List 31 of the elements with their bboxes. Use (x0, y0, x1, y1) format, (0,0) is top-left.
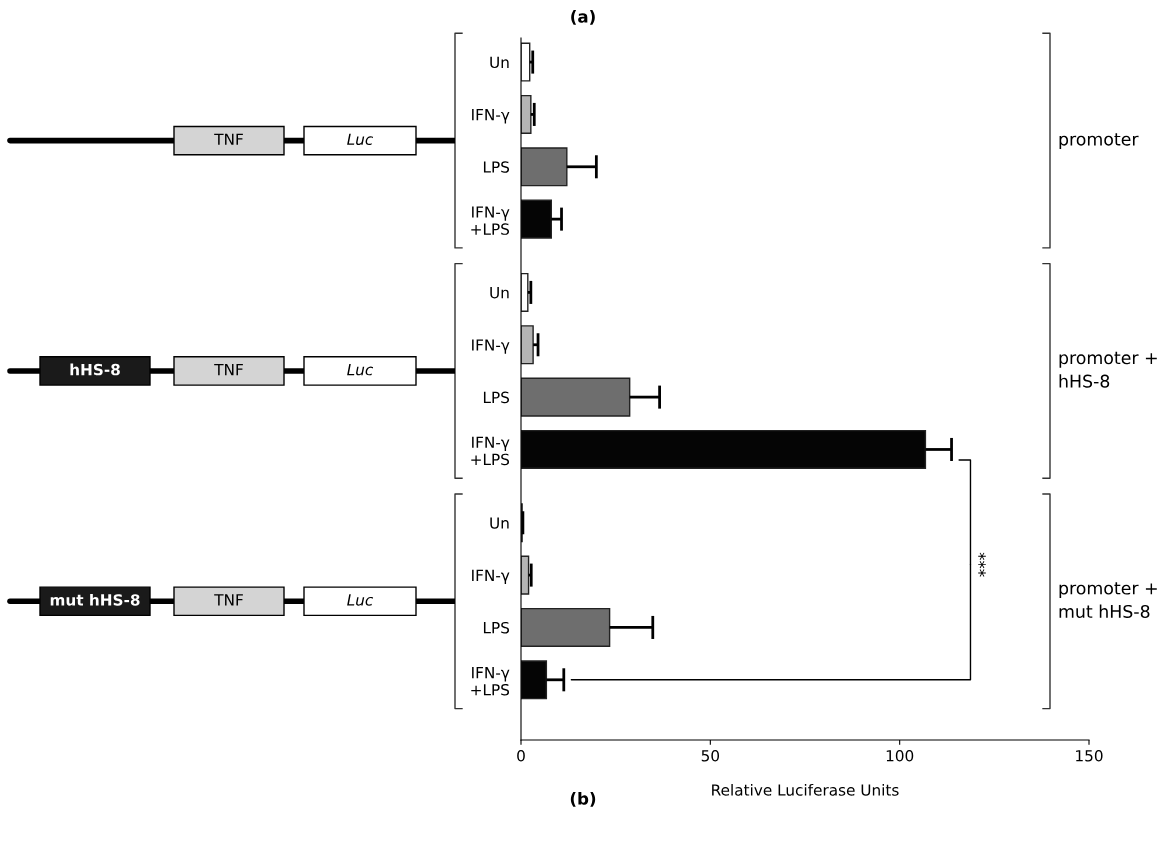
y-tick-label: IFN-γ (472, 569, 510, 585)
y-tick-label: Un (490, 517, 509, 529)
y-tick-label: IFN-γ (472, 339, 510, 354)
text: (b) (570, 791, 596, 807)
y-tick-label: IFN-γ +LPS (471, 667, 510, 696)
x-axis-title: Relative Luciferase Units (712, 783, 899, 796)
y-tick-label: LPS (483, 621, 510, 634)
y-tick-label: IFN-γ (472, 109, 510, 124)
annotation: promoter (1059, 133, 1139, 150)
x-tick-label: 150 (1076, 749, 1103, 762)
text: TNF (214, 364, 243, 376)
text: hHS-8 (70, 363, 120, 376)
x-tick-label: 0 (517, 749, 525, 762)
text: Luc (347, 364, 374, 376)
x-tick-label: 50 (701, 749, 720, 762)
chart-title: (a) (571, 9, 595, 25)
y-tick-label: Un (490, 56, 509, 69)
text: TNF (214, 133, 243, 145)
y-tick-label: IFN-γ +LPS (471, 436, 510, 466)
text: mut hHS-8 (50, 593, 140, 606)
y-tick-label: LPS (483, 391, 510, 404)
annotation: promoter + hHS-8 (1059, 351, 1157, 388)
x-tick-label: 100 (886, 749, 914, 762)
text: Luc (347, 133, 374, 146)
text: Luc (347, 594, 374, 606)
annotation: promoter + mut hHS-8 (1059, 582, 1157, 619)
y-tick-label: Un (490, 287, 509, 299)
annotation: *** (978, 552, 986, 577)
y-tick-label: IFN-γ +LPS (471, 206, 510, 235)
y-tick-label: LPS (483, 161, 510, 173)
text: TNF (214, 594, 243, 606)
